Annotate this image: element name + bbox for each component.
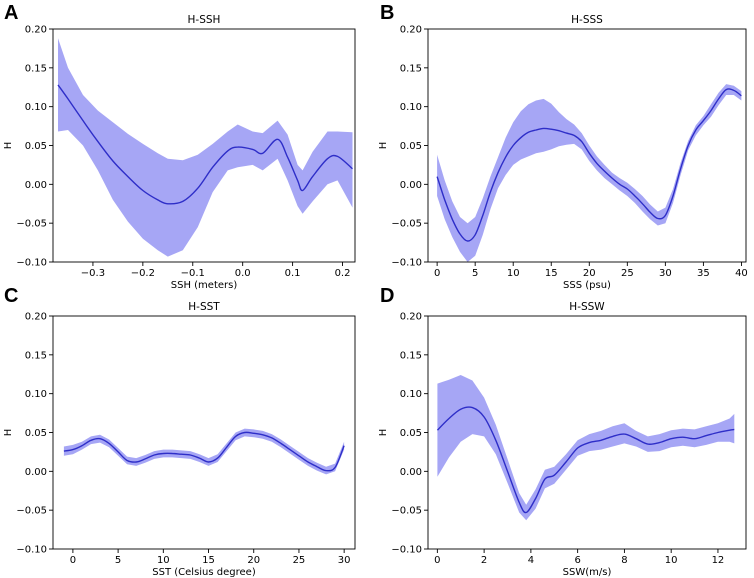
confidence-band-d [437,375,735,521]
x-axis-label-b: SSS (psu) [563,280,611,291]
y-tick-label-a: −0.05 [16,219,47,230]
y-tick-label-c: 0.00 [25,467,47,478]
x-tick-label-b: 20 [583,268,596,279]
y-tick-label-b: 0.20 [400,25,422,36]
x-tick-label-a: 0.1 [285,268,301,279]
y-tick-label-a: 0.05 [25,141,47,152]
y-tick-label-b: −0.10 [391,258,422,269]
x-tick-label-c: 20 [247,555,260,566]
x-tick-label-b: 15 [545,268,558,279]
x-tick-label-c: 30 [338,555,351,566]
y-tick-label-c: −0.10 [16,545,47,556]
y-axis-label-b: H [378,142,389,150]
x-tick-label-d: 6 [574,555,580,566]
x-tick-label-b: 35 [697,268,710,279]
panel-letter-a: A [4,2,19,24]
y-tick-label-a: 0.20 [25,25,47,36]
axes-frame-c [52,315,356,550]
y-axis-label-a: H [3,142,14,150]
x-tick-label-d: 0 [434,555,440,566]
panel-letter-d: D [380,285,395,307]
x-axis-label-c: SST (Celsius degree) [152,567,256,578]
y-tick-label-b: 0.00 [400,180,422,191]
y-tick-label-d: 0.15 [400,350,422,361]
chart-c: 0 5 10 15 20 25 30 −0.10 −0.05 0.00 0.05 0.10 0.15 0.… [3,301,356,578]
y-tick-label-c: 0.15 [25,350,47,361]
mean-line-c [63,431,345,472]
x-tick-label-d: 10 [665,555,678,566]
x-tick-label-d: 2 [481,555,487,566]
x-tick-label-d: 12 [712,555,725,566]
x-tick-label-c: 25 [293,555,306,566]
y-tick-label-b: 0.15 [400,63,422,74]
y-tick-label-a: −0.10 [16,258,47,269]
y-tick-label-d: 0.00 [400,467,422,478]
y-tick-label-b: 0.10 [400,102,422,113]
x-tick-label-d: 8 [621,555,627,566]
x-tick-label-b: 5 [472,268,478,279]
panel-letter-c: C [4,285,19,307]
y-tick-label-c: 0.20 [25,312,47,323]
chart-title-a: H-SSH [188,14,221,26]
y-tick-label-c: 0.05 [25,428,47,439]
y-tick-label-d: −0.05 [391,506,422,517]
y-axis-label-c: H [3,429,14,437]
y-tick-label-c: −0.05 [16,506,47,517]
y-axis-label-d: H [378,429,389,437]
confidence-band-b [437,84,742,262]
chart-title-b: H-SSS [571,14,603,26]
x-tick-label-a: 0.0 [235,268,251,279]
y-tick-label-b: 0.05 [400,141,422,152]
x-tick-label-d: 4 [528,555,534,566]
y-tick-label-a: 0.00 [25,180,47,191]
x-axis-label-d: SSW(m/s) [563,567,612,578]
y-tick-label-b: −0.05 [391,219,422,230]
y-tick-label-d: −0.10 [391,545,422,556]
chart-a: −0.3 −0.2 −0.1 0.0 0.1 0.2 −0.10 −0.05 0.00 0.05 0… [3,14,356,291]
confidence-band-a [58,38,353,257]
x-tick-label-b: 30 [659,268,672,279]
x-tick-label-a: −0.3 [81,268,105,279]
x-tick-label-b: 10 [507,268,520,279]
y-tick-label-d: 0.20 [400,312,422,323]
chart-title-c: H-SST [188,301,220,313]
y-tick-label-c: 0.10 [25,389,47,400]
panel-letter-b: B [380,2,395,24]
x-tick-label-b: 0 [434,268,440,279]
x-axis-label-a: SSH (meters) [171,280,238,291]
x-tick-label-a: 0.2 [335,268,351,279]
chart-b: 0 5 10 15 20 25 30 35 40 −0.10 −0.05 0.00 0.05 0.10 0.… [378,14,748,291]
x-tick-label-c: 10 [157,555,170,566]
mean-line-b [436,88,742,242]
chart-d: 0 2 4 6 8 10 12 −0.10 −0.05 0.00 0.05 0.10 0.15 0.20 H… [378,301,747,578]
y-tick-label-a: 0.10 [25,102,47,113]
x-tick-label-a: −0.1 [181,268,205,279]
y-tick-label-d: 0.05 [400,428,422,439]
x-tick-label-c: 5 [115,555,121,566]
y-tick-label-a: 0.15 [25,63,47,74]
mean-line-d [436,406,735,514]
chart-title-d: H-SSW [569,301,605,313]
x-tick-label-c: 15 [202,555,215,566]
confidence-band-c [63,428,345,475]
x-tick-label-a: −0.2 [131,268,155,279]
x-tick-label-b: 25 [621,268,634,279]
x-tick-label-c: 0 [70,555,76,566]
x-tick-label-b: 40 [735,268,748,279]
mean-line-a [57,84,353,205]
y-tick-label-d: 0.10 [400,389,422,400]
